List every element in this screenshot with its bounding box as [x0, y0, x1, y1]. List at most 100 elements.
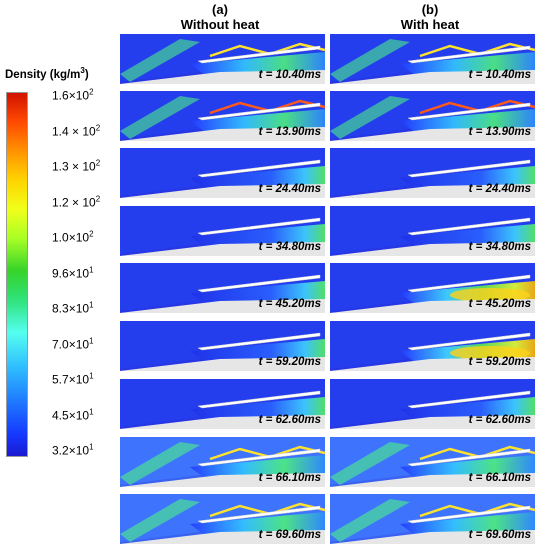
density-contour-panel: t = 66.10ms: [330, 437, 535, 487]
cowl-plate: [197, 159, 321, 178]
shock-wave: [330, 96, 410, 139]
cowl-plate: [197, 390, 321, 409]
contour-plot: [330, 437, 535, 487]
shock-wave: [120, 442, 200, 485]
time-label: t = 69.60ms: [468, 529, 531, 541]
colorbar-tick-label: 1.2 × 102: [52, 194, 101, 209]
colorbar-title-close: ): [84, 68, 89, 81]
density-contour-panel: t = 13.90ms: [120, 91, 325, 141]
cowl-plate: [407, 448, 531, 467]
density-contour-panel: t = 45.20ms: [330, 263, 535, 313]
density-contour-panel: t = 24.40ms: [120, 148, 325, 198]
cowl-plate: [407, 274, 531, 293]
time-label: t = 59.20ms: [468, 356, 531, 368]
shock-wave: [330, 39, 410, 82]
time-label: t = 10.40ms: [468, 69, 531, 81]
density-contour-panel: t = 69.60ms: [120, 494, 325, 544]
density-contour-panel: t = 59.20ms: [330, 321, 535, 371]
lower-ramp: [120, 70, 325, 84]
contour-plot: [120, 321, 325, 371]
time-label: t = 62.60ms: [258, 414, 321, 426]
lower-ramp: [120, 299, 325, 313]
lower-ramp: [120, 184, 325, 198]
cowl-plate: [407, 159, 531, 178]
lower-ramp: [330, 357, 535, 371]
time-label: t = 45.20ms: [258, 298, 321, 310]
contour-plot: [120, 91, 325, 141]
cowl-plate: [407, 332, 531, 351]
colorbar-title-exponent: 3: [80, 66, 85, 75]
density-contour-panel: t = 59.20ms: [120, 321, 325, 371]
density-contour-panel: t = 62.60ms: [330, 379, 535, 429]
contour-plot: [120, 34, 325, 84]
lower-ramp: [120, 415, 325, 429]
column-tag: (a): [212, 2, 228, 17]
cowl-plate: [407, 217, 531, 236]
column-title: Without heat: [180, 17, 260, 32]
contour-plot: [120, 494, 325, 544]
lower-ramp: [330, 70, 535, 84]
colorbar-tick-label: 9.6×101: [52, 265, 94, 280]
time-label: t = 24.40ms: [468, 183, 531, 195]
cowl-plate: [197, 332, 321, 351]
contour-plot: [330, 263, 535, 313]
colorbar-tick-label: 7.0×101: [52, 336, 94, 351]
time-label: t = 69.60ms: [258, 529, 321, 541]
contour-plot: [120, 437, 325, 487]
density-contour-panel: t = 10.40ms: [120, 34, 325, 84]
contour-plot: [330, 91, 535, 141]
density-contour-panel: t = 10.40ms: [330, 34, 535, 84]
column-title: With heat: [400, 17, 460, 32]
time-label: t = 24.40ms: [258, 183, 321, 195]
density-contour-panel: t = 13.90ms: [330, 91, 535, 141]
lower-ramp: [330, 127, 535, 141]
heated-region: [450, 346, 530, 360]
colorbar-tick-label: 8.3×101: [52, 300, 94, 316]
cowl-plate: [197, 45, 321, 64]
lower-ramp: [330, 415, 535, 429]
cowl-plate: [197, 448, 321, 467]
colorbar-tick-label: 1.6×102: [52, 87, 94, 103]
time-label: t = 13.90ms: [468, 126, 531, 138]
lower-ramp: [120, 357, 325, 371]
cowl-plate: [197, 274, 321, 293]
contour-plot: [330, 379, 535, 429]
time-label: t = 66.10ms: [468, 472, 531, 484]
time-label: t = 62.60ms: [468, 414, 531, 426]
cowl-plate: [407, 390, 531, 409]
time-label: t = 10.40ms: [258, 69, 321, 81]
time-label: t = 13.90ms: [258, 126, 321, 138]
lower-ramp: [120, 127, 325, 141]
contour-plot: [120, 206, 325, 256]
density-contour-panel: t = 34.80ms: [330, 206, 535, 256]
colorbar-tick-label: 3.2×101: [52, 442, 94, 458]
heated-region: [450, 288, 530, 302]
shock-wave: [330, 499, 410, 542]
time-label: t = 34.80ms: [468, 241, 531, 253]
lower-ramp: [330, 184, 535, 198]
cowl-plate: [197, 505, 321, 524]
contour-plot: [330, 494, 535, 544]
contour-plot: [330, 321, 535, 371]
lower-ramp: [120, 242, 325, 256]
colorbar-tick-label: 1.0×102: [52, 229, 94, 245]
time-label: t = 66.10ms: [258, 472, 321, 484]
lower-ramp: [120, 473, 325, 487]
density-contour-panel: t = 69.60ms: [330, 494, 535, 544]
density-colorbar: [6, 92, 28, 457]
colorbar-tick-label: 5.7×101: [52, 371, 94, 387]
column-tag: (b): [421, 2, 439, 17]
density-contour-panel: t = 45.20ms: [120, 263, 325, 313]
cowl-plate: [407, 45, 531, 64]
shock-wave: [120, 96, 200, 139]
density-contour-panel: t = 24.40ms: [330, 148, 535, 198]
colorbar-tick-label: 4.5×101: [52, 407, 94, 422]
lower-ramp: [330, 530, 535, 544]
column-header-b: (b) With heat: [330, 2, 530, 32]
lower-ramp: [330, 299, 535, 313]
colorbar-title-text: Density (kg/m: [5, 68, 81, 81]
contour-plot: [330, 34, 535, 84]
shock-wave: [330, 442, 410, 485]
cowl-plate: [407, 102, 531, 121]
cowl-plate: [407, 505, 531, 524]
